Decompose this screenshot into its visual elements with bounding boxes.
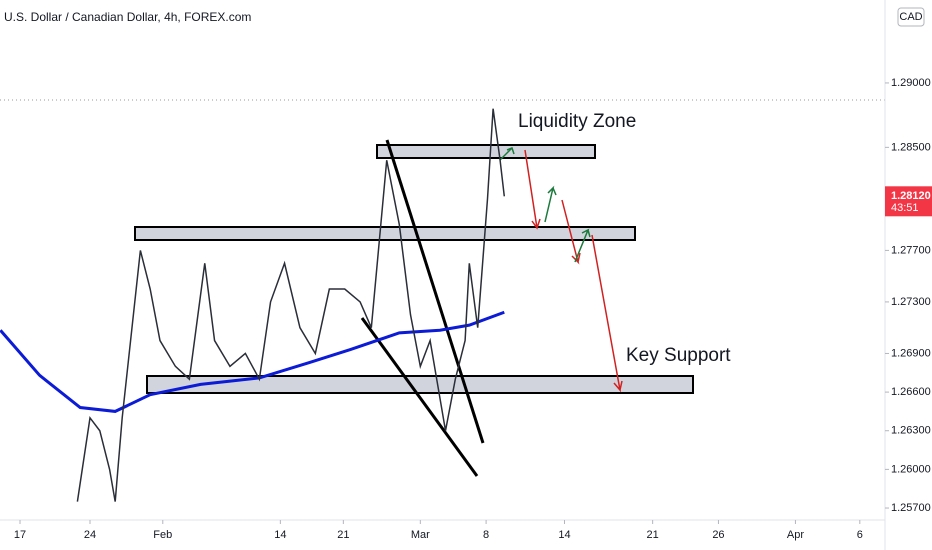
y-tick-label: 1.26300 (891, 425, 931, 437)
last-price: 1.28120 (891, 190, 931, 202)
up-arrow (544, 185, 557, 223)
y-tick-label: 1.29000 (891, 77, 931, 89)
x-tick-label: 8 (483, 529, 489, 541)
x-tick-label: 24 (84, 529, 96, 541)
y-tick-label: 1.26900 (891, 347, 931, 359)
trendline (385, 139, 485, 444)
x-tick-label: 17 (14, 529, 26, 541)
resistance-zone (134, 226, 636, 241)
y-tick-label: 1.26000 (891, 463, 931, 475)
x-tick-label: 26 (712, 529, 724, 541)
countdown: 43:51 (891, 202, 919, 214)
y-tick-label: 1.28500 (891, 141, 931, 153)
trendline (360, 317, 479, 477)
y-tick-label: 1.26600 (891, 386, 931, 398)
annotation: Key Support (626, 345, 731, 366)
support-zone (146, 375, 694, 394)
up-arrow (499, 147, 515, 161)
price-line (76, 108, 506, 502)
down-arrow (524, 149, 541, 230)
x-tick-label: Apr (787, 529, 804, 541)
x-tick-label: 14 (558, 529, 570, 541)
down-arrow (591, 234, 623, 393)
annotation: Liquidity Zone (518, 111, 636, 132)
x-tick-label: 21 (647, 529, 659, 541)
down-arrow (561, 199, 581, 265)
y-tick-label: 1.25700 (891, 502, 931, 514)
y-tick-label: 1.27300 (891, 296, 931, 308)
up-arrow (574, 228, 591, 263)
y-tick-label: 1.27700 (891, 244, 931, 256)
x-tick-label: 21 (337, 529, 349, 541)
liquidity-zone (376, 144, 596, 159)
x-tick-label: Feb (153, 529, 172, 541)
drawings (0, 99, 885, 477)
last-price-badge (885, 186, 932, 217)
chart-title: U.S. Dollar / Canadian Dollar, 4h, FOREX… (4, 10, 251, 24)
x-tick-label: 6 (857, 529, 863, 541)
currency-badge (897, 7, 925, 27)
currency: CAD (899, 11, 922, 23)
x-tick-label: Mar (411, 529, 430, 541)
moving-average (0, 310, 505, 413)
x-tick-label: 14 (274, 529, 286, 541)
